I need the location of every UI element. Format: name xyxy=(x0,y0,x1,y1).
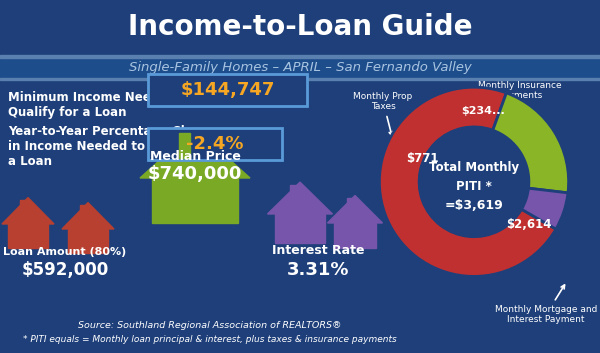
Polygon shape xyxy=(328,196,383,223)
Circle shape xyxy=(419,127,529,237)
Text: =$3,619: =$3,619 xyxy=(445,199,503,212)
Wedge shape xyxy=(521,188,568,229)
Text: $2,614: $2,614 xyxy=(506,218,551,231)
Text: * PITI equals = Monthly loan principal & interest, plus taxes & insurance paymen: * PITI equals = Monthly loan principal &… xyxy=(23,335,397,343)
Polygon shape xyxy=(268,182,332,214)
Polygon shape xyxy=(140,128,250,178)
Wedge shape xyxy=(379,87,556,276)
Text: Interest Rate: Interest Rate xyxy=(272,244,364,257)
Bar xyxy=(347,198,352,212)
Text: $234...: $234... xyxy=(461,106,505,116)
Text: Monthly Mortgage and
Interest Payment: Monthly Mortgage and Interest Payment xyxy=(495,285,597,324)
Bar xyxy=(290,185,297,201)
Bar xyxy=(8,224,48,248)
Bar xyxy=(0,55,600,58)
Bar xyxy=(80,205,85,219)
Text: $592,000: $592,000 xyxy=(22,261,109,279)
Bar xyxy=(20,200,25,214)
Text: $740,000: $740,000 xyxy=(148,165,242,183)
Bar xyxy=(275,214,325,243)
Text: Income-to-Loan Guide: Income-to-Loan Guide xyxy=(128,13,472,41)
FancyBboxPatch shape xyxy=(148,128,282,160)
Polygon shape xyxy=(2,198,54,224)
Bar xyxy=(0,58,600,78)
FancyBboxPatch shape xyxy=(148,74,307,106)
Bar xyxy=(0,0,600,55)
Text: Median Price: Median Price xyxy=(149,150,241,163)
Wedge shape xyxy=(493,93,569,193)
Text: PITI *: PITI * xyxy=(456,180,492,193)
Text: Year-to-Year Percentage Change
in Income Needed to Qualify for
a Loan: Year-to-Year Percentage Change in Income… xyxy=(8,125,222,168)
Text: Single-Family Homes – APRIL – San Fernando Valley: Single-Family Homes – APRIL – San Fernan… xyxy=(128,61,472,74)
Text: $144,747: $144,747 xyxy=(181,81,275,99)
Text: -2.4%: -2.4% xyxy=(186,135,244,153)
Bar xyxy=(334,223,376,248)
Text: 3.31%: 3.31% xyxy=(287,261,349,279)
Bar xyxy=(179,133,190,158)
Bar xyxy=(0,80,365,313)
Text: Minimum Income Needed to
Qualify for a Loan: Minimum Income Needed to Qualify for a L… xyxy=(8,91,193,119)
Text: Monthly Prop
Taxes: Monthly Prop Taxes xyxy=(353,91,413,136)
Text: Total Monthly: Total Monthly xyxy=(429,161,519,174)
Polygon shape xyxy=(62,203,114,229)
Text: Source: Southland Regional Association of REALTORS®: Source: Southland Regional Association o… xyxy=(78,321,342,329)
Bar xyxy=(68,229,108,253)
Bar xyxy=(0,78,600,80)
Bar xyxy=(152,178,238,223)
Text: Monthly Insurance
Payments: Monthly Insurance Payments xyxy=(478,80,562,121)
Text: $771: $771 xyxy=(406,152,438,164)
Text: Loan Amount (80%): Loan Amount (80%) xyxy=(4,247,127,257)
